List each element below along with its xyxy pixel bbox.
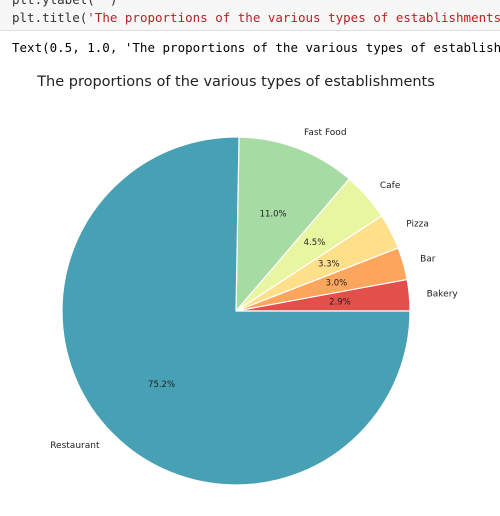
code-title-string: 'The proportions of the various types of… (87, 10, 500, 25)
pie-slice-fast-food (235, 136, 351, 313)
pie-slice-restaurant (61, 136, 411, 486)
code-line-title: plt.title('The proportions of the variou… (12, 10, 500, 26)
pct-label-fast-food: 11.0% (260, 209, 287, 219)
slice-label-restaurant: Restaurant (50, 441, 100, 451)
slice-label-fast-food: Fast Food (304, 128, 347, 138)
pct-label-bakery: 2.9% (329, 297, 351, 307)
chart-title: The proportions of the various types of … (37, 74, 435, 90)
code-title-call: plt.title( (12, 10, 88, 25)
cell-output-text: Text(0.5, 1.0, 'The proportions of the v… (12, 40, 500, 55)
pct-label-restaurant: 75.2% (148, 380, 175, 390)
slice-label-cafe: Cafe (380, 181, 401, 191)
slice-label-bar: Bar (420, 255, 436, 265)
slice-label-bakery: Bakery (427, 290, 459, 300)
pct-label-pizza: 3.3% (318, 259, 340, 269)
code-cell[interactable]: plt.ylabel('') plt.title('The proportion… (0, 0, 500, 31)
slice-label-pizza: Pizza (406, 219, 429, 229)
code-line-ylabel: plt.ylabel('') (12, 0, 117, 8)
pct-label-cafe: 4.5% (304, 238, 326, 248)
pct-label-bar: 3.0% (326, 278, 348, 288)
